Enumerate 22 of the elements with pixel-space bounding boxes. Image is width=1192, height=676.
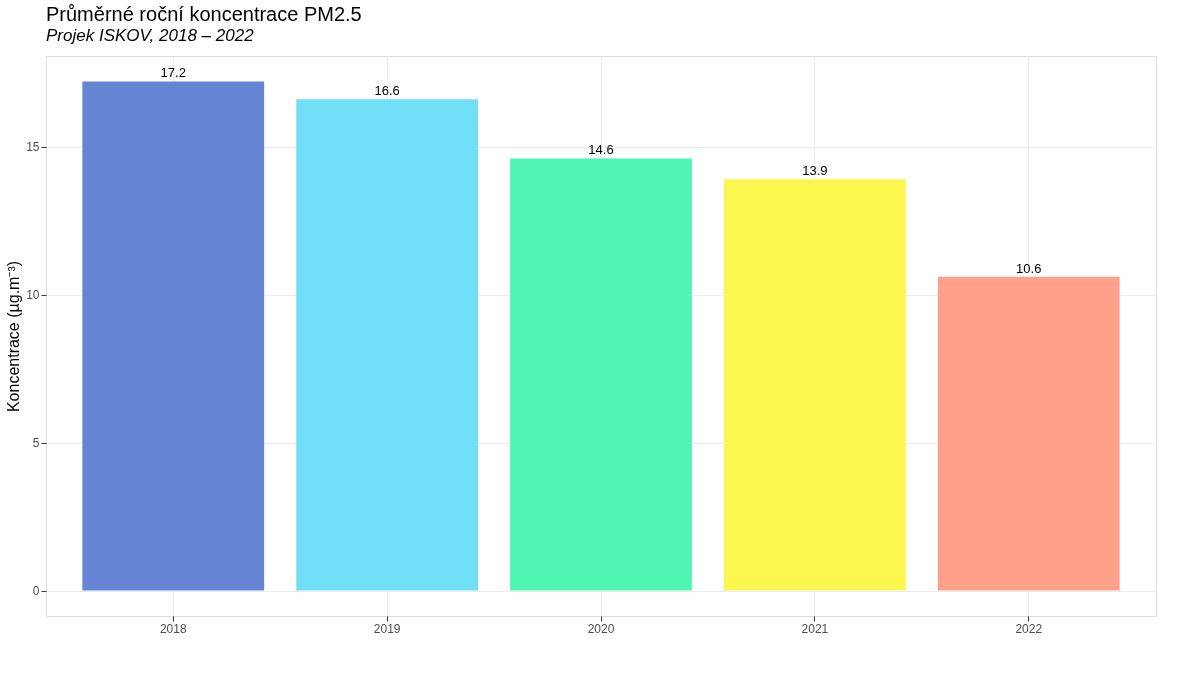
bar (82, 81, 265, 591)
data-label: 16.6 (374, 83, 400, 99)
chart-title: Průměrné roční koncentrace PM2.5 (46, 3, 362, 25)
data-label: 14.6 (588, 142, 614, 158)
x-tick-label: 2019 (373, 621, 401, 636)
chart-subtitle: Projek ISKOV, 2018 – 2022 (46, 26, 255, 45)
x-tick-label: 2018 (159, 621, 187, 636)
x-tick-label: 2020 (587, 621, 615, 636)
bar (937, 276, 1120, 591)
data-label: 17.2 (160, 65, 186, 81)
bar (723, 179, 906, 591)
data-label: 10.6 (1016, 260, 1042, 276)
y-tick-label: 15 (26, 140, 40, 155)
y-axis-title: Koncentrace (µg.m⁻³) (5, 260, 23, 413)
bar (296, 99, 479, 591)
y-tick-label: 0 (32, 584, 40, 599)
y-tick-label: 10 (26, 288, 40, 303)
x-tick-label: 2021 (801, 621, 829, 636)
bar (510, 158, 692, 591)
y-tick-label: 5 (32, 436, 40, 451)
data-label: 13.9 (802, 163, 828, 179)
x-tick-label: 2022 (1015, 621, 1043, 636)
